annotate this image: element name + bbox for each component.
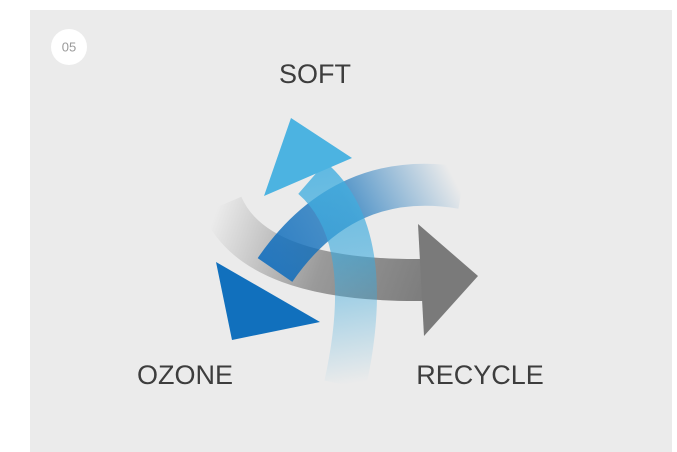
- badge-text: 05: [62, 39, 76, 54]
- diagram: 05 SOFT OZONE RECYCLE: [0, 0, 677, 452]
- page: 05 SOFT OZONE RECYCLE (() => { const dat…: [0, 0, 677, 452]
- label-soft: SOFT: [279, 59, 351, 89]
- label-recycle: RECYCLE: [416, 360, 544, 390]
- label-ozone: OZONE: [137, 360, 233, 390]
